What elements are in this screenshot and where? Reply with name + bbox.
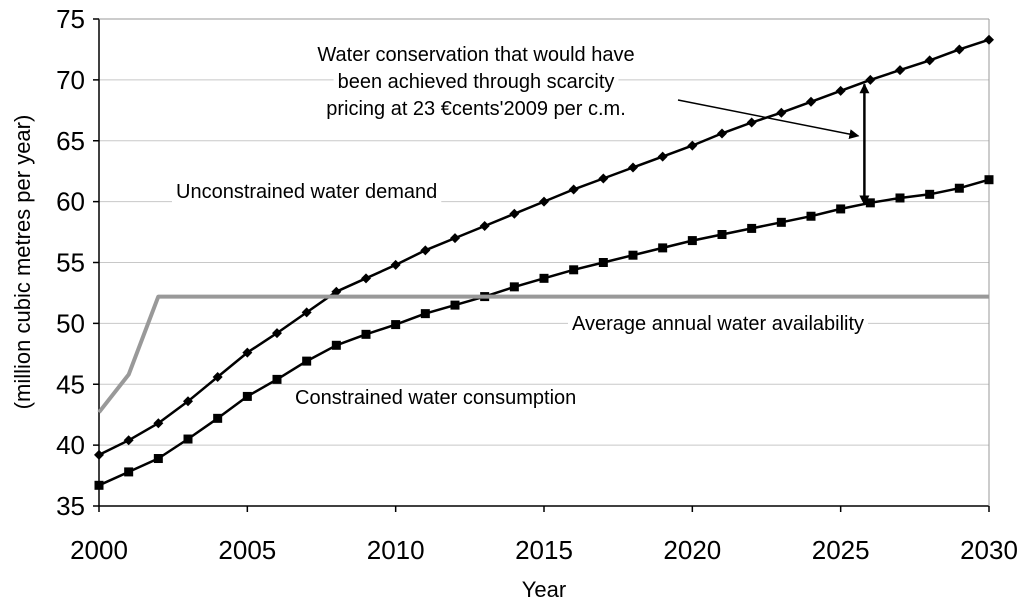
- data-point-consumption: [776, 217, 786, 227]
- data-point-consumption: [747, 223, 757, 233]
- data-point-consumption: [124, 467, 134, 477]
- data-point-demand: [390, 259, 401, 270]
- data-point-demand: [657, 151, 668, 162]
- conservation-note-line-2: been achieved through scarcity: [338, 71, 615, 93]
- data-point-demand: [539, 196, 549, 207]
- data-point-demand: [895, 65, 905, 76]
- conservation-note-line-3: pricing at 23 €cents'2009 per c.m.: [326, 98, 626, 120]
- data-point-demand: [153, 418, 164, 429]
- data-point-consumption: [242, 391, 252, 401]
- data-point-consumption: [391, 320, 401, 330]
- data-point-consumption: [895, 193, 905, 203]
- consumption-series-label: Constrained water consumption: [295, 387, 576, 409]
- series-line-average-annual-water-availability: [97, 294, 989, 414]
- data-point-consumption: [272, 374, 282, 384]
- data-point-demand: [806, 96, 816, 107]
- data-point-demand: [94, 449, 104, 460]
- y-tick-label: 75: [56, 4, 85, 34]
- data-point-consumption: [331, 340, 341, 350]
- data-point-demand: [865, 74, 876, 85]
- data-point-consumption: [450, 300, 460, 310]
- data-point-demand: [568, 184, 579, 195]
- series-layer: [94, 34, 994, 490]
- data-point-consumption: [509, 282, 519, 292]
- label-background: [291, 386, 581, 410]
- data-point-demand: [835, 85, 846, 96]
- data-point-consumption: [925, 189, 935, 199]
- data-point-consumption: [598, 258, 608, 267]
- data-point-consumption: [687, 236, 697, 246]
- data-point-demand: [984, 34, 994, 45]
- data-point-consumption: [94, 480, 104, 490]
- data-point-demand: [687, 140, 698, 151]
- label-background: [172, 180, 442, 204]
- data-point-demand: [361, 273, 371, 284]
- x-tick-label: 2000: [70, 535, 128, 565]
- data-point-demand: [123, 435, 134, 446]
- data-point-demand: [242, 347, 253, 358]
- data-point-consumption: [361, 329, 371, 339]
- data-point-demand: [924, 55, 935, 66]
- data-point-demand: [776, 107, 787, 118]
- data-point-consumption: [836, 204, 846, 214]
- label-background: [322, 97, 630, 121]
- x-tick-label: 2010: [367, 535, 425, 565]
- data-point-demand: [272, 328, 282, 339]
- x-tick-label: 2030: [960, 535, 1018, 565]
- data-point-demand: [954, 44, 965, 55]
- data-point-consumption: [569, 265, 579, 275]
- callout-pointer-arrow: [677, 99, 860, 140]
- data-point-demand: [331, 286, 342, 297]
- y-tick-label: 35: [56, 491, 85, 521]
- data-point-consumption: [954, 183, 964, 193]
- label-background: [333, 70, 619, 94]
- data-point-consumption: [717, 229, 727, 239]
- y-tick-label: 70: [56, 65, 85, 95]
- data-point-consumption: [153, 454, 163, 464]
- data-point-consumption: [213, 413, 223, 423]
- y-axis-title: (million cubic metres per year): [10, 115, 35, 410]
- data-point-consumption: [420, 309, 430, 319]
- data-point-consumption: [984, 175, 994, 185]
- data-point-demand: [628, 162, 638, 173]
- demand-series-label: Unconstrained water demand: [176, 181, 437, 203]
- data-point-consumption: [628, 250, 638, 260]
- x-tick-label: 2020: [663, 535, 721, 565]
- data-point-demand: [479, 220, 490, 231]
- y-tick-label: 60: [56, 187, 85, 217]
- axes: 35 40 45 50 55 60 65 70 75 2000 2005 2010 2015 2020 20…: [56, 4, 1018, 565]
- data-point-consumption: [539, 273, 549, 283]
- x-axis-title: Year: [522, 577, 566, 602]
- x-tick-label: 2015: [515, 535, 573, 565]
- annotations: Year (million cubic metres per year) Unc…: [10, 43, 870, 602]
- x-tick-label: 2025: [812, 535, 870, 565]
- label-background: [568, 312, 869, 336]
- conservation-note-line-1: Water conservation that would have: [317, 44, 634, 66]
- data-point-demand: [509, 208, 520, 219]
- y-tick-label: 40: [56, 430, 85, 460]
- availability-series-label: Average annual water availability: [572, 313, 864, 335]
- data-point-consumption: [302, 356, 312, 366]
- data-point-demand: [183, 396, 193, 407]
- y-tick-label: 45: [56, 369, 85, 399]
- data-point-consumption: [183, 434, 193, 444]
- x-tick-label: 2005: [218, 535, 276, 565]
- data-point-demand: [746, 117, 757, 128]
- data-point-consumption: [865, 198, 875, 208]
- data-point-consumption: [658, 243, 668, 253]
- y-tick-label: 50: [56, 308, 85, 338]
- data-point-demand: [717, 128, 727, 139]
- data-point-demand: [598, 173, 609, 184]
- y-tick-label: 65: [56, 126, 85, 156]
- data-point-demand: [212, 371, 223, 382]
- data-point-demand: [450, 233, 460, 244]
- y-tick-label: 55: [56, 248, 85, 278]
- data-point-demand: [301, 307, 312, 318]
- data-point-consumption: [806, 211, 816, 221]
- label-background: [313, 43, 639, 67]
- data-point-demand: [420, 245, 431, 256]
